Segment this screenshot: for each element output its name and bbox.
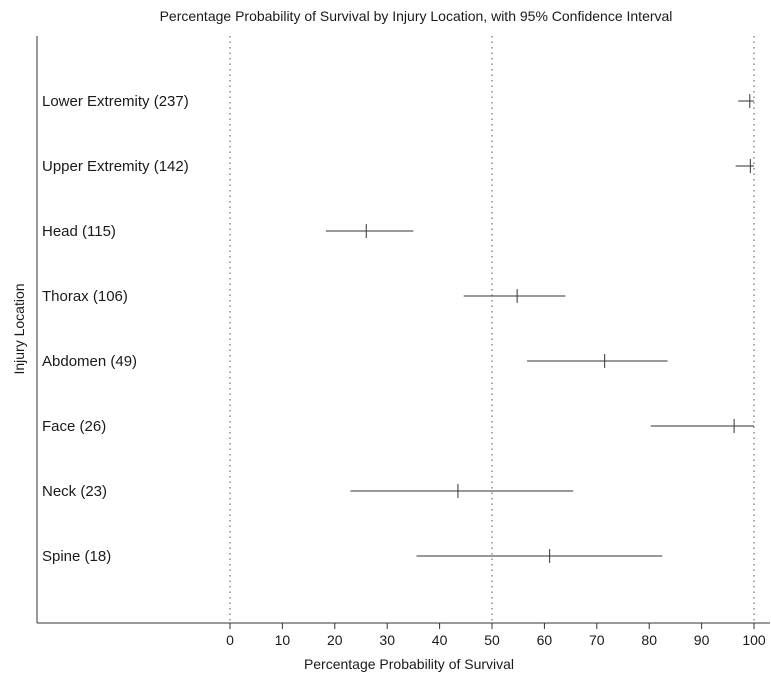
- x-ticks: 0 10 20 30 40 50 60 70 80 90 100: [226, 623, 766, 648]
- x-tick-label: 50: [484, 632, 500, 648]
- x-tick-label: 80: [641, 632, 657, 648]
- x-tick-label: 90: [694, 632, 710, 648]
- x-tick-label: 70: [589, 632, 605, 648]
- x-tick-label: 40: [432, 632, 448, 648]
- y-axis-title: Injury Location: [11, 283, 27, 374]
- category-label: Lower Extremity (237): [42, 93, 189, 110]
- x-tick-label: 20: [327, 632, 343, 648]
- category-label: Upper Extremity (142): [42, 158, 189, 175]
- x-tick-label: 0: [226, 632, 234, 648]
- category-label: Neck (23): [42, 483, 107, 500]
- category-label: Thorax (106): [42, 288, 128, 305]
- x-tick-label: 30: [379, 632, 395, 648]
- x-axis-title: Percentage Probability of Survival: [304, 656, 514, 672]
- category-label: Spine (18): [42, 548, 111, 565]
- category-label: Head (115): [42, 223, 116, 240]
- category-labels: Lower Extremity (237) Upper Extremity (14…: [42, 93, 189, 565]
- confidence-intervals: [325, 94, 754, 563]
- reference-lines: [229, 36, 755, 623]
- chart-title: Percentage Probability of Survival by In…: [160, 8, 673, 24]
- category-label: Face (26): [42, 418, 106, 435]
- x-tick-label: 10: [275, 632, 291, 648]
- x-tick-label: 60: [537, 632, 553, 648]
- x-tick-label: 100: [742, 632, 766, 648]
- category-label: Abdomen (49): [42, 353, 137, 370]
